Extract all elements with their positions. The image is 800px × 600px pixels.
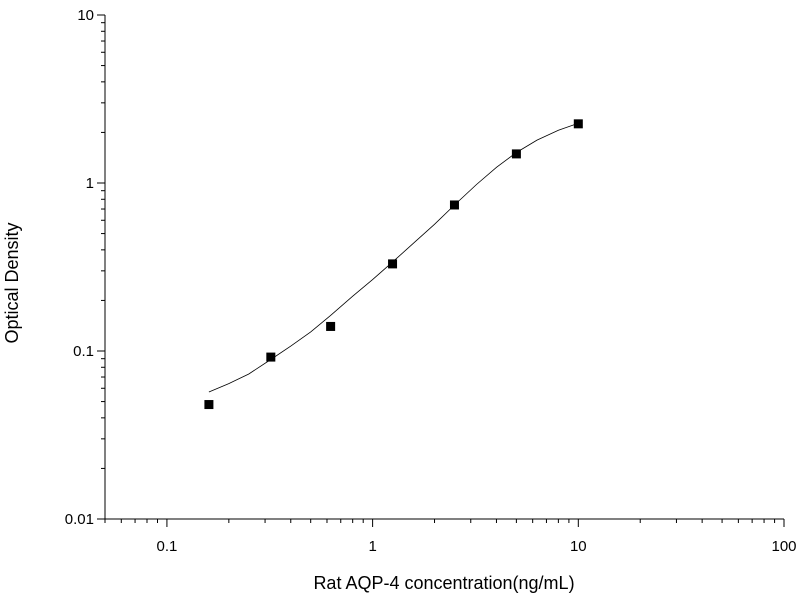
y-tick-label: 10 [77, 7, 94, 24]
y-tick-label: 1 [86, 175, 94, 192]
data-point [449, 200, 459, 210]
data-point [573, 119, 583, 129]
y-tick-label: 0.01 [65, 511, 94, 528]
x-tick-label: 1 [368, 538, 376, 555]
data-point [326, 321, 336, 331]
x-axis-ticks: 0.1 1 10 100 [104, 519, 797, 555]
data-point [266, 352, 276, 362]
fit-curve [208, 122, 579, 393]
x-tick-label: 10 [570, 538, 587, 555]
plot-frame [104, 15, 784, 520]
data-point [204, 400, 214, 410]
data-point [511, 149, 521, 159]
y-axis-ticks: 0.01 0.1 1 10 [65, 7, 105, 528]
x-tick-label: 0.1 [156, 538, 177, 555]
y-axis-title: Optical Density [2, 222, 22, 343]
x-axis-title: Rat AQP-4 concentration(ng/mL) [313, 573, 574, 593]
x-tick-label: 100 [771, 538, 796, 555]
data-points [204, 119, 583, 410]
data-point [388, 259, 398, 269]
y-tick-label: 0.1 [73, 343, 94, 360]
